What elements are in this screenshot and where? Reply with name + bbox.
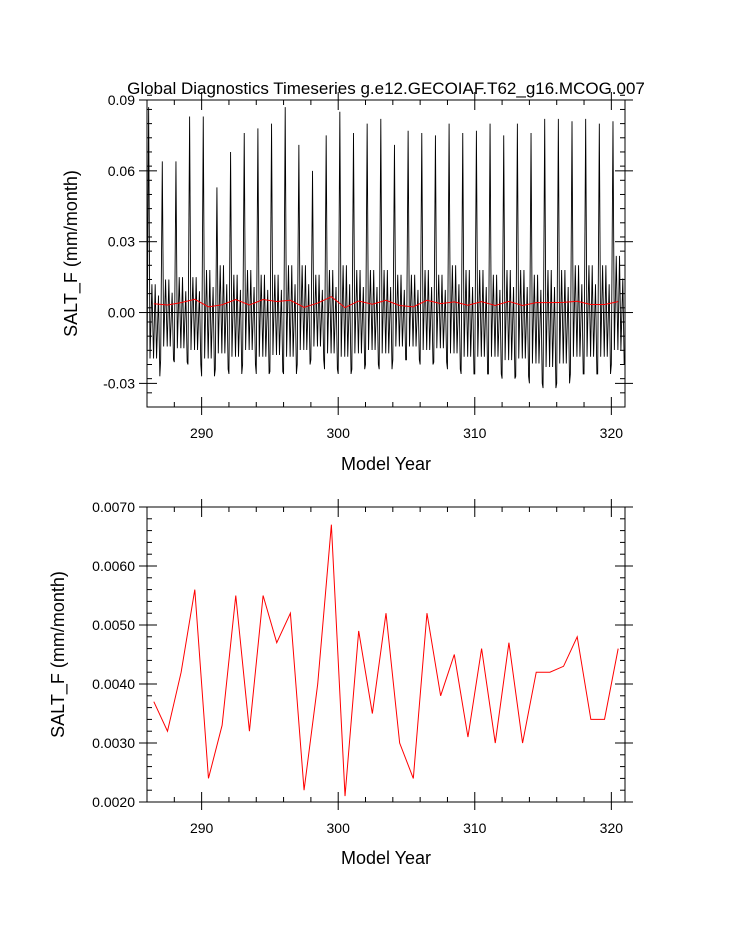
x-tick-label: 300 [327, 425, 351, 441]
x-tick-label: 300 [327, 820, 351, 836]
plot-frame [146, 99, 626, 408]
y-tick-label: 0.0020 [92, 794, 135, 810]
y-tick-label: 0.0070 [92, 499, 135, 515]
y-tick-label: 0.00 [108, 305, 135, 321]
y-tick-label: 0.03 [108, 234, 135, 250]
y-tick-label: 0.0030 [92, 735, 135, 751]
timeseries-chart-annual: 0.0020 0.0030 0.0040 0.0050 0.0060 0.0070 290 3… [48, 499, 633, 868]
y-tick-label: -0.03 [103, 375, 135, 391]
y-axis-title: SALT_F (mm/month) [61, 170, 82, 337]
x-tick-label: 320 [600, 820, 624, 836]
x-tick-label: 290 [190, 820, 214, 836]
monthly-series-line [147, 107, 625, 389]
y-axis-title: SALT_F (mm/month) [48, 571, 69, 738]
x-tick-label: 290 [190, 425, 214, 441]
y-tick-label: 0.0060 [92, 558, 135, 574]
y-tick-label: 0.06 [108, 163, 135, 179]
plot-frame [146, 506, 626, 803]
plot-area [153, 524, 619, 797]
timeseries-chart-monthly: Global Diagnostics Timeseries g.e12.GECO… [61, 79, 645, 474]
plot-area [147, 107, 625, 389]
x-axis-title: Model Year [341, 454, 431, 474]
x-tick-label: 310 [463, 820, 487, 836]
y-tick-label: 0.09 [108, 92, 135, 108]
y-tick-label: 0.0040 [92, 676, 135, 692]
chart-title: Global Diagnostics Timeseries g.e12.GECO… [127, 79, 645, 98]
y-tick-label: 0.0050 [92, 617, 135, 633]
x-tick-label: 320 [600, 425, 624, 441]
x-tick-label: 310 [463, 425, 487, 441]
annual-mean-series-line [153, 296, 619, 309]
annual-mean-series-line [153, 524, 619, 797]
x-axis-title: Model Year [341, 848, 431, 868]
